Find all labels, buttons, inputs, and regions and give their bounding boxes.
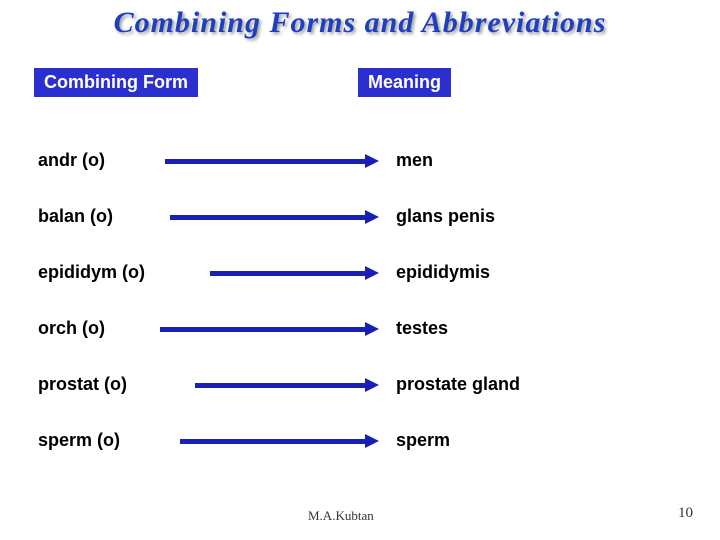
header-meaning: Meaning	[358, 68, 451, 97]
meaning-text: testes	[396, 318, 448, 339]
combining-form: epididym (o)	[38, 262, 145, 283]
page-title: Combining Forms and Abbreviations	[0, 0, 720, 40]
combining-form: orch (o)	[38, 318, 105, 339]
meaning-text: prostate gland	[396, 374, 520, 395]
header-combining-form: Combining Form	[34, 68, 198, 97]
meaning-text: glans penis	[396, 206, 495, 227]
combining-form: sperm (o)	[38, 430, 120, 451]
table-row: sperm (o) sperm	[0, 416, 720, 472]
rows-container: andr (o) men balan (o) glans penis epididym …	[0, 136, 720, 472]
footer-page-number: 10	[678, 505, 693, 522]
meaning-text: sperm	[396, 430, 450, 451]
table-row: orch (o) testes	[0, 304, 720, 360]
table-row: balan (o) glans penis	[0, 192, 720, 248]
combining-form: andr (o)	[38, 150, 105, 171]
meaning-text: men	[396, 150, 433, 171]
combining-form: balan (o)	[38, 206, 113, 227]
meaning-text: epididymis	[396, 262, 490, 283]
table-row: prostat (o) prostate gland	[0, 360, 720, 416]
combining-form: prostat (o)	[38, 374, 127, 395]
table-row: epididym (o) epididymis	[0, 248, 720, 304]
table-row: andr (o) men	[0, 136, 720, 192]
footer-author: M.A.Kubtan	[308, 508, 374, 524]
